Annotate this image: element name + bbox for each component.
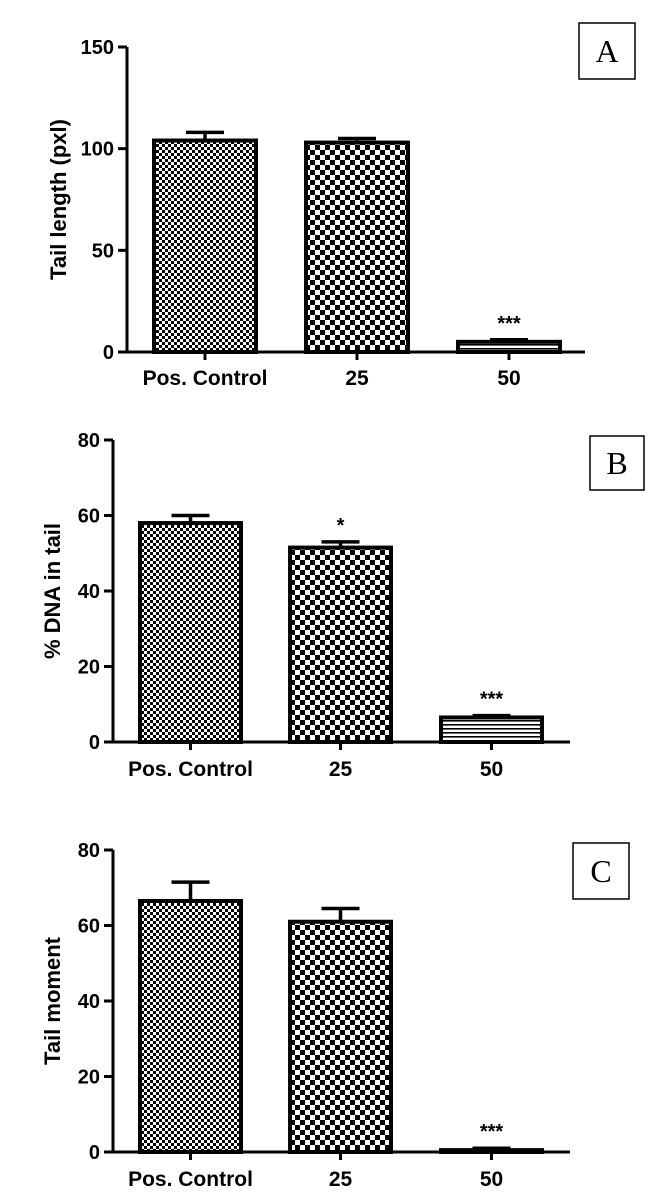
y-tick-label: 40 <box>78 991 100 1013</box>
y-tick-label: 80 <box>78 840 100 862</box>
bar <box>439 715 544 745</box>
significance-label: * <box>337 515 345 537</box>
category-label: Pos. Control <box>128 1168 253 1191</box>
panel-label-box <box>578 22 636 80</box>
bar <box>138 898 243 1155</box>
y-tick-label: 80 <box>78 430 100 452</box>
panel-label: C <box>590 853 611 889</box>
y-tick-label: 40 <box>78 581 100 603</box>
category-label: Pos. Control <box>143 367 268 390</box>
category-label: 50 <box>480 758 503 781</box>
panel-label: A <box>595 33 618 69</box>
category-label: 25 <box>329 1168 353 1191</box>
y-axis-label: Tail moment <box>40 936 65 1065</box>
y-tick-label: 0 <box>89 1142 100 1164</box>
category-label: 50 <box>480 1168 503 1191</box>
y-tick-label: 60 <box>78 916 100 938</box>
significance-label: *** <box>497 313 521 335</box>
panel-label: B <box>606 445 627 481</box>
chart-panel-c: Pos. Control 25 *** 50 0 20 40 60 80 Tail moment C <box>40 840 630 1191</box>
y-axis-label: % DNA in tail <box>40 523 65 659</box>
y-tick-label: 100 <box>81 139 114 161</box>
panel-label-box <box>589 435 645 491</box>
y-tick-label: 150 <box>81 37 114 59</box>
y-tick-label: 60 <box>78 506 100 528</box>
y-tick-label: 0 <box>103 342 114 364</box>
panel-label-box <box>572 842 630 900</box>
bar <box>288 919 393 1154</box>
bar <box>152 138 258 354</box>
chart-panel-a: Pos. Control 25 *** 50 0 50 100 150 Tail length … <box>46 22 636 390</box>
chart-panels: Pos. Control 25 *** 50 0 50 100 150 Tail length … <box>40 22 645 1191</box>
significance-label: *** <box>480 689 504 711</box>
y-tick-label: 50 <box>92 240 114 262</box>
y-tick-label: 20 <box>78 1067 100 1089</box>
bar <box>288 545 393 745</box>
significance-label: *** <box>480 1121 504 1143</box>
bar <box>456 339 562 355</box>
chart-panel-b: Pos. Control * 25 *** 50 0 20 40 60 80 % DNA in ta… <box>40 430 645 781</box>
y-axis-label: Tail length (pxl) <box>46 119 71 280</box>
category-label: 25 <box>345 367 369 390</box>
y-tick-label: 0 <box>89 732 100 754</box>
category-label: Pos. Control <box>128 758 253 781</box>
bar <box>304 140 410 354</box>
category-label: 25 <box>329 758 353 781</box>
category-label: 50 <box>497 367 520 390</box>
bar <box>138 521 243 744</box>
y-tick-label: 20 <box>78 657 100 679</box>
